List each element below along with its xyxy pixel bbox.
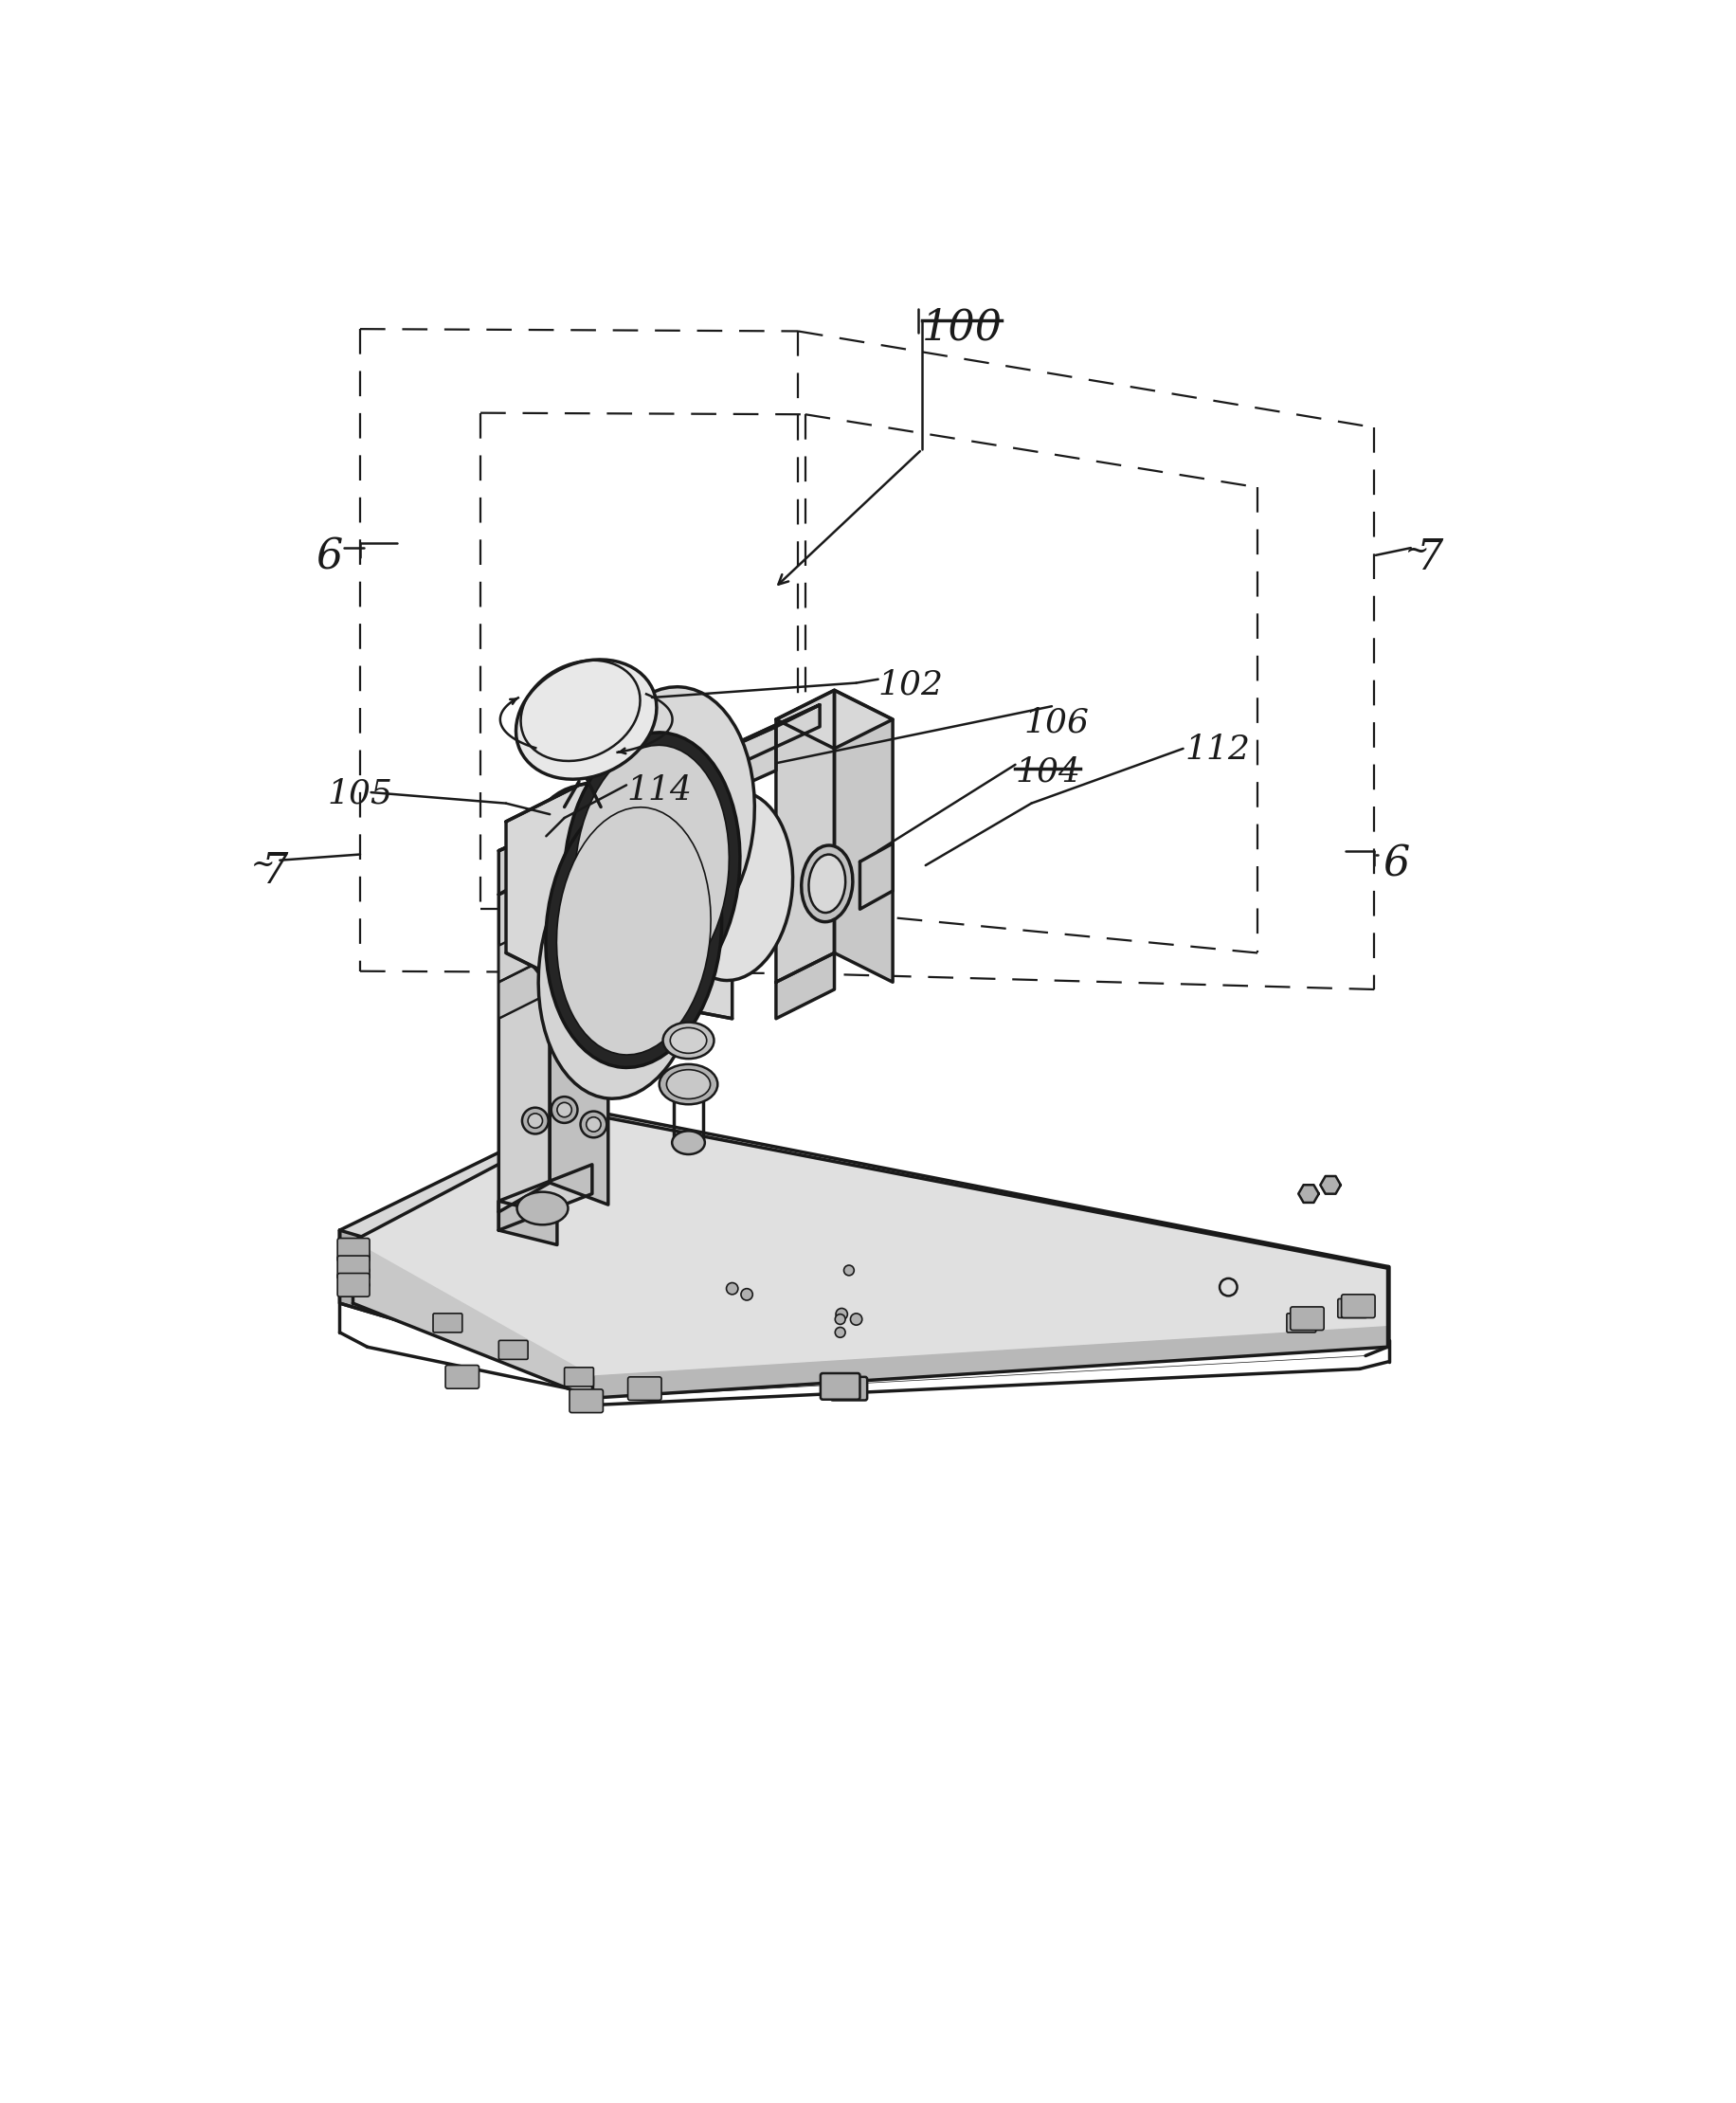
Ellipse shape <box>800 845 852 921</box>
Polygon shape <box>340 1110 1389 1375</box>
Ellipse shape <box>575 744 729 993</box>
FancyBboxPatch shape <box>498 1340 528 1359</box>
FancyBboxPatch shape <box>1286 1314 1316 1333</box>
Text: 7: 7 <box>262 852 288 892</box>
Circle shape <box>844 1266 854 1274</box>
Polygon shape <box>340 1230 587 1375</box>
Text: 7: 7 <box>1417 536 1443 578</box>
Text: 112: 112 <box>1184 734 1250 765</box>
FancyBboxPatch shape <box>337 1255 370 1279</box>
Polygon shape <box>498 1165 592 1230</box>
Text: 102: 102 <box>878 669 943 700</box>
Text: 100: 100 <box>922 307 1002 347</box>
Polygon shape <box>498 961 542 1018</box>
FancyBboxPatch shape <box>1337 1300 1366 1319</box>
Ellipse shape <box>585 688 753 948</box>
Ellipse shape <box>667 1070 710 1100</box>
Ellipse shape <box>512 784 644 988</box>
FancyBboxPatch shape <box>830 1377 866 1401</box>
Ellipse shape <box>516 660 656 780</box>
Polygon shape <box>498 728 776 894</box>
Circle shape <box>580 1110 606 1138</box>
Ellipse shape <box>672 791 792 980</box>
Circle shape <box>550 1096 576 1123</box>
FancyBboxPatch shape <box>337 1239 370 1262</box>
FancyBboxPatch shape <box>1340 1295 1375 1319</box>
Text: 6: 6 <box>316 536 344 578</box>
Text: 114: 114 <box>627 774 691 805</box>
Polygon shape <box>1299 1184 1318 1203</box>
FancyBboxPatch shape <box>444 1365 479 1388</box>
Text: 104: 104 <box>1016 755 1080 789</box>
Text: ~: ~ <box>250 852 274 881</box>
Ellipse shape <box>517 1192 568 1224</box>
Ellipse shape <box>538 843 700 1098</box>
Ellipse shape <box>663 1022 713 1058</box>
Ellipse shape <box>809 854 845 913</box>
Circle shape <box>835 1308 847 1321</box>
FancyBboxPatch shape <box>627 1377 661 1401</box>
Polygon shape <box>776 953 833 1018</box>
Circle shape <box>587 1117 601 1131</box>
Circle shape <box>851 1314 861 1325</box>
Text: 106: 106 <box>1024 707 1088 738</box>
Polygon shape <box>1319 1176 1340 1195</box>
Circle shape <box>557 1102 571 1117</box>
Polygon shape <box>587 1266 1389 1375</box>
Polygon shape <box>505 753 733 1018</box>
FancyBboxPatch shape <box>564 1367 594 1386</box>
Circle shape <box>726 1283 738 1295</box>
FancyBboxPatch shape <box>569 1390 602 1413</box>
Circle shape <box>528 1112 542 1127</box>
Polygon shape <box>592 1327 1387 1398</box>
FancyBboxPatch shape <box>819 1373 859 1398</box>
Ellipse shape <box>358 1266 370 1274</box>
Ellipse shape <box>564 732 740 1005</box>
Text: ~: ~ <box>1404 536 1429 566</box>
Polygon shape <box>550 705 819 852</box>
FancyBboxPatch shape <box>337 1272 370 1298</box>
Polygon shape <box>498 705 819 852</box>
Polygon shape <box>498 864 550 1211</box>
Polygon shape <box>352 1115 1387 1375</box>
Polygon shape <box>859 843 892 908</box>
Ellipse shape <box>545 795 722 1068</box>
Polygon shape <box>498 923 542 982</box>
Text: 105: 105 <box>326 778 392 810</box>
Circle shape <box>523 1108 549 1134</box>
Polygon shape <box>352 1241 592 1398</box>
Polygon shape <box>550 864 608 1205</box>
Circle shape <box>835 1314 845 1325</box>
Ellipse shape <box>660 1064 717 1104</box>
FancyBboxPatch shape <box>1290 1306 1323 1331</box>
Circle shape <box>741 1289 752 1300</box>
Ellipse shape <box>358 1251 370 1260</box>
Circle shape <box>835 1327 845 1338</box>
Ellipse shape <box>672 1131 705 1155</box>
Text: 6: 6 <box>1382 843 1410 885</box>
Polygon shape <box>776 690 833 982</box>
Ellipse shape <box>670 1028 707 1054</box>
Polygon shape <box>498 1201 557 1245</box>
Ellipse shape <box>556 808 710 1056</box>
Polygon shape <box>833 690 892 982</box>
Polygon shape <box>776 690 892 749</box>
FancyBboxPatch shape <box>432 1314 462 1333</box>
Ellipse shape <box>358 1281 370 1289</box>
